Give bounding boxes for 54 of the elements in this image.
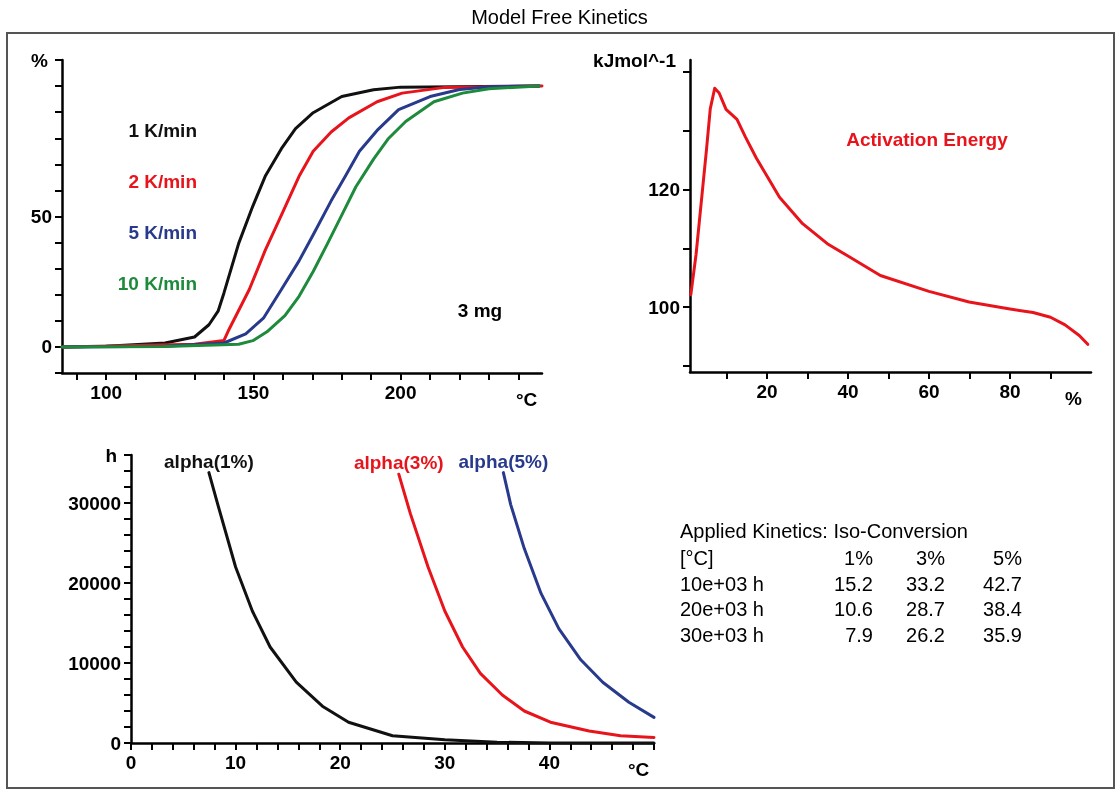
text: 35.9 — [982, 622, 1022, 648]
text: 1 K/min — [128, 119, 197, 141]
text: 26.2 — [905, 622, 945, 648]
x-tick-label: 150 — [237, 382, 270, 403]
y-tick-label: 30000 — [68, 492, 121, 514]
series-label: alpha(3%) — [353, 452, 444, 474]
x-tick-label: 200 — [384, 382, 417, 403]
text: 7.9 — [844, 622, 873, 648]
line-series — [501, 471, 656, 719]
x-tick-label: 60 — [918, 381, 940, 402]
text: 20e+03 h — [680, 597, 765, 622]
text: 28.7 — [905, 597, 945, 622]
text: 5 K/min — [128, 221, 197, 243]
text: 3% — [915, 546, 945, 571]
line-series — [689, 86, 1090, 346]
y-axis-title: h — [105, 445, 117, 466]
x-tick-label: 30 — [434, 752, 456, 773]
text: 42.7 — [982, 571, 1022, 597]
x-axis-title: °C — [516, 389, 538, 410]
y-tick-label: 50 — [30, 206, 52, 227]
y-tick-label: 20000 — [68, 572, 121, 594]
y-axis-title: % — [31, 50, 49, 71]
chart-title: Model Free Kinetics — [470, 6, 649, 29]
annotation: 3 mg — [457, 299, 503, 321]
x-tick-label: 40 — [837, 381, 859, 402]
text: 10 K/min — [117, 272, 197, 294]
x-tick-label: 80 — [999, 381, 1021, 402]
text: 2 K/min — [128, 170, 197, 192]
x-tick-label: 0 — [125, 752, 137, 773]
text: 38.4 — [982, 597, 1022, 622]
text: 1% — [843, 546, 873, 571]
text: Activation Energy — [846, 128, 1009, 150]
x-tick-label: 20 — [329, 752, 351, 773]
series-label: alpha(5%) — [458, 450, 549, 472]
text: 33.2 — [905, 571, 945, 597]
text: [°C] — [680, 546, 715, 571]
y-tick-label: 0 — [110, 732, 121, 754]
text: 5% — [992, 546, 1022, 571]
x-axis-title: °C — [628, 759, 650, 780]
series-label: alpha(1%) — [164, 450, 254, 472]
y-axis-title: kJmol^-1 — [593, 50, 677, 71]
y-tick-label: 10000 — [68, 652, 121, 674]
x-tick-label: 40 — [538, 752, 560, 773]
text: 10e+03 h — [680, 571, 765, 597]
text: Applied Kinetics: Iso-Conversion — [680, 519, 969, 544]
x-tick-label: 20 — [756, 381, 778, 402]
x-axis-title: % — [1065, 388, 1082, 409]
line-series — [207, 471, 656, 745]
x-tick-label: 10 — [225, 752, 247, 773]
text: 10.6 — [833, 597, 873, 622]
y-tick-label: 120 — [648, 179, 680, 201]
line-series — [397, 472, 656, 739]
text: 15.2 — [833, 571, 873, 597]
text: 30e+03 h — [680, 622, 765, 648]
